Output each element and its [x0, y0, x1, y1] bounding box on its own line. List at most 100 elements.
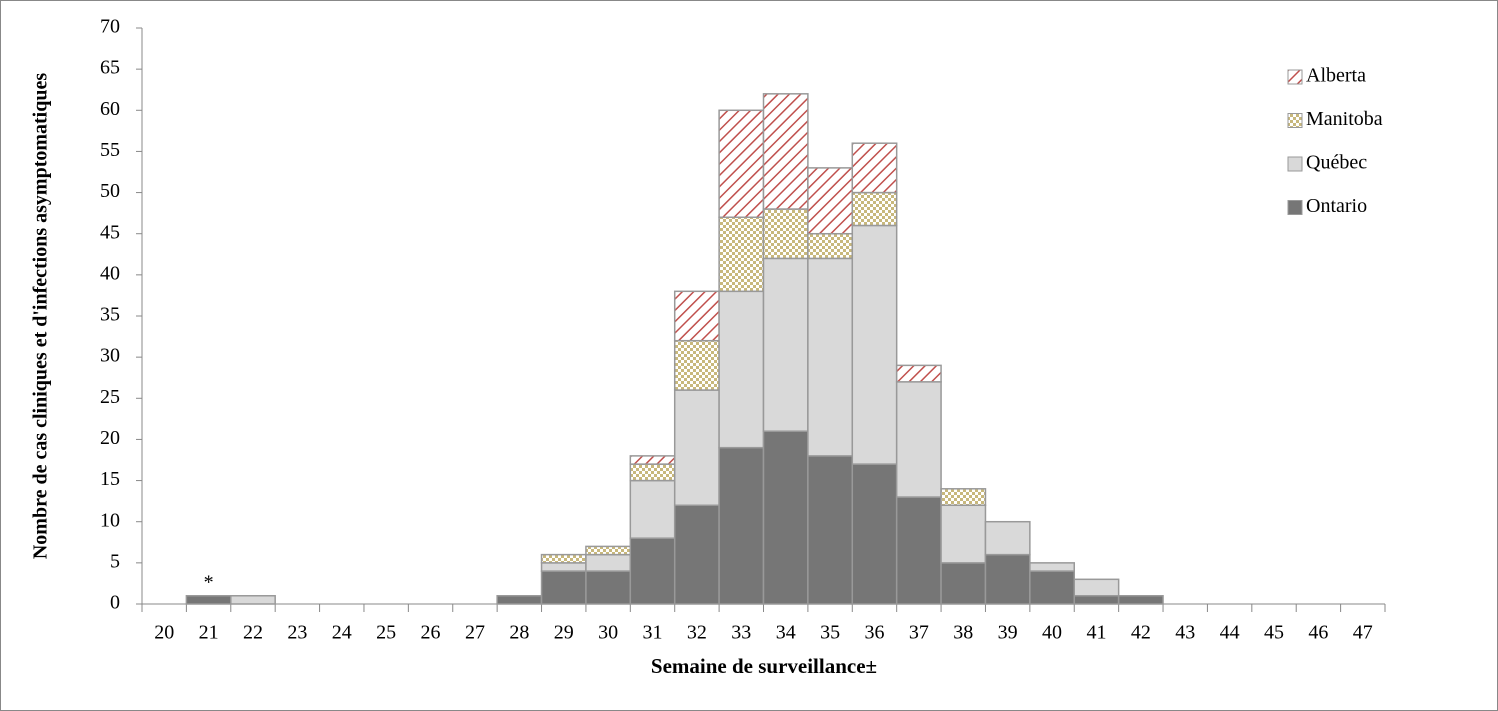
x-tick-label: 24	[332, 622, 352, 644]
y-tick-label: 0	[110, 592, 120, 614]
bar-segment	[807, 257, 854, 457]
x-tick-label: 23	[287, 622, 307, 644]
y-tick-label: 10	[100, 509, 120, 531]
x-tick-label: 45	[1264, 622, 1284, 644]
y-tick-label: 70	[100, 16, 120, 38]
bar-segment	[1029, 562, 1076, 572]
y-tick-label: 5	[110, 550, 120, 572]
bar-segment	[629, 479, 676, 539]
x-tick-label: 39	[998, 622, 1018, 644]
y-tick-label: 45	[100, 221, 120, 243]
bar-segment	[851, 224, 898, 465]
x-tick-label: 28	[509, 622, 529, 644]
bar-segment	[673, 389, 720, 507]
legend-swatch	[1287, 200, 1303, 215]
x-tick-label: 29	[554, 622, 574, 644]
bar-segment	[540, 562, 587, 572]
bar-segment	[807, 232, 854, 260]
bar-segment	[673, 504, 720, 605]
y-tick-label: 50	[100, 180, 120, 202]
y-tick-label: 60	[100, 98, 120, 120]
x-tick-label: 46	[1308, 622, 1328, 644]
y-axis-label: Nombre de cas cliniques et d'infections …	[30, 73, 52, 560]
x-axis-label: Semaine de surveillance±	[651, 654, 877, 678]
x-tick-label: 44	[1220, 622, 1240, 644]
bar-segment	[585, 570, 632, 605]
bar-segment	[718, 216, 765, 293]
bar-segment	[940, 488, 987, 507]
bar-segment	[496, 595, 543, 605]
bar-segment	[230, 595, 276, 605]
x-tick-label: 33	[731, 622, 751, 644]
legend-label: Québec	[1306, 152, 1367, 174]
legend-swatch	[1287, 156, 1303, 172]
x-tick-label: 34	[776, 622, 796, 644]
bar-segment	[1029, 570, 1076, 605]
bar-segment	[1117, 595, 1164, 605]
bar-segment	[718, 446, 765, 605]
bar-segment	[851, 142, 898, 194]
legend-swatch	[1287, 113, 1303, 128]
x-tick-label: 32	[687, 622, 707, 644]
y-tick-label: 40	[100, 262, 120, 284]
x-tick-label: 27	[465, 622, 485, 644]
x-tick-label: 26	[421, 622, 441, 644]
bar-segment	[762, 208, 809, 260]
bar-segment	[585, 553, 632, 572]
bar-segment	[540, 570, 587, 605]
bar-segment	[762, 430, 809, 605]
x-tick-label: 35	[820, 622, 840, 644]
legend-label: Alberta	[1306, 65, 1366, 87]
x-tick-label: 20	[154, 622, 174, 644]
x-tick-label: 43	[1175, 622, 1195, 644]
bar-segment	[851, 463, 898, 605]
x-tick-label: 31	[643, 622, 663, 644]
bar-segment	[895, 364, 942, 383]
x-tick-label: 21	[199, 622, 219, 644]
legend-label: Ontario	[1306, 195, 1367, 217]
x-tick-label: 36	[864, 622, 884, 644]
legend-swatch	[1287, 69, 1303, 85]
x-tick-label: 22	[243, 622, 263, 644]
bar-segment	[1073, 578, 1120, 597]
bar-segment	[851, 191, 898, 227]
y-tick-label: 55	[100, 139, 120, 161]
bar-segment	[585, 545, 632, 556]
bar-segment	[540, 553, 587, 564]
bar-segment	[984, 553, 1031, 605]
bar-segment	[629, 463, 676, 482]
bar-segment	[940, 504, 987, 564]
bar-segment	[718, 290, 765, 449]
bar-segment	[1073, 595, 1120, 605]
x-tick-label: 37	[909, 622, 929, 644]
bar-segment	[629, 537, 676, 605]
x-tick-label: 38	[953, 622, 973, 644]
bar-segment	[673, 290, 720, 342]
bar-segment	[940, 562, 987, 605]
bar-segment	[895, 496, 942, 605]
y-tick-label: 35	[100, 304, 120, 326]
x-tick-label: 40	[1042, 622, 1062, 644]
y-tick-label: 20	[100, 427, 120, 449]
x-tick-label: 30	[598, 622, 618, 644]
bar-segment	[629, 455, 676, 465]
bar-segment	[807, 167, 854, 235]
x-tick-label: 47	[1353, 622, 1373, 644]
annotation: *	[204, 571, 214, 593]
x-tick-label: 42	[1131, 622, 1151, 644]
bar-segment	[807, 455, 854, 605]
y-tick-label: 25	[100, 386, 120, 408]
y-tick-label: 30	[100, 345, 120, 367]
legend-label: Manitoba	[1306, 108, 1383, 130]
y-tick-label: 15	[100, 468, 120, 490]
x-tick-label: 41	[1086, 622, 1106, 644]
bar-segment	[673, 339, 720, 391]
bar-segment	[895, 381, 942, 498]
x-tick-label: 25	[376, 622, 396, 644]
bar-segment	[762, 93, 809, 210]
bar-segment	[718, 109, 765, 219]
bar-segment	[984, 520, 1031, 556]
bar-segment	[762, 257, 809, 432]
bar-segment	[185, 595, 232, 605]
